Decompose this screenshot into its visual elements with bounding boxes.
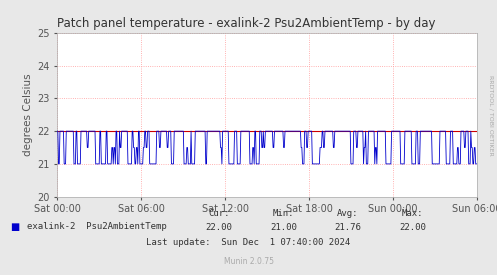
Text: 21.00: 21.00 [270, 223, 297, 232]
Text: 21.76: 21.76 [334, 223, 361, 232]
Text: RRDTOOL / TOBI OETIKER: RRDTOOL / TOBI OETIKER [488, 75, 493, 156]
Y-axis label: degrees Celsius: degrees Celsius [23, 73, 33, 156]
Text: Munin 2.0.75: Munin 2.0.75 [224, 257, 273, 266]
Text: Cur:: Cur: [208, 209, 230, 218]
Text: exalink-2  Psu2AmbientTemp: exalink-2 Psu2AmbientTemp [27, 222, 167, 231]
Text: Patch panel temperature - exalink-2 Psu2AmbientTemp - by day: Patch panel temperature - exalink-2 Psu2… [57, 17, 436, 31]
Text: ■: ■ [10, 222, 19, 232]
Text: Avg:: Avg: [337, 209, 359, 218]
Text: 22.00: 22.00 [399, 223, 426, 232]
Text: Min:: Min: [272, 209, 294, 218]
Text: Max:: Max: [402, 209, 423, 218]
Text: 22.00: 22.00 [205, 223, 232, 232]
Text: Last update:  Sun Dec  1 07:40:00 2024: Last update: Sun Dec 1 07:40:00 2024 [147, 238, 350, 247]
